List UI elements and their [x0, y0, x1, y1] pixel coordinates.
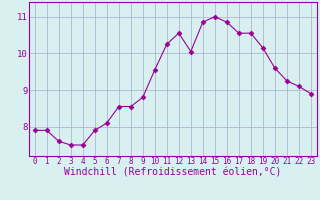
- X-axis label: Windchill (Refroidissement éolien,°C): Windchill (Refroidissement éolien,°C): [64, 168, 282, 178]
